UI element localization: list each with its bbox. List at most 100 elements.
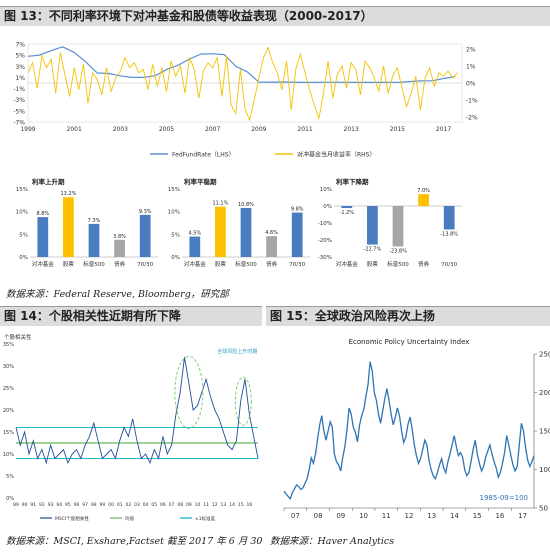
- left-tick-label: 3%: [15, 64, 25, 71]
- chart-title: Economic Policy Uncertainty Index: [349, 338, 470, 346]
- y-tick-label: -30%: [318, 255, 332, 261]
- bar: [114, 239, 125, 257]
- category-label: 对冲基金: [32, 260, 55, 268]
- bar: [443, 206, 455, 230]
- highlight-circle-2015: [234, 376, 252, 426]
- x-tick-label: 02: [125, 502, 131, 508]
- x-tick-label: 93: [48, 502, 54, 508]
- y-tick-label: 50: [539, 505, 548, 513]
- bar: [189, 236, 201, 257]
- category-label: 债券: [114, 260, 126, 268]
- x-tick-label: 09: [186, 502, 192, 508]
- x-tick-label: 00: [108, 502, 114, 508]
- x-tick-label: 99: [100, 502, 106, 508]
- y-tick-label: 10%: [16, 210, 28, 216]
- bar: [291, 212, 303, 257]
- y-tick-label: 30%: [3, 364, 14, 370]
- fig13-bar-panel-flat: 利率平稳期 15% 10% 5% 0% 4.5% 对冲基金 11.1% 股票 10.8% 标普500…: [160, 175, 320, 275]
- annotation-text: 1985-09=100: [480, 494, 528, 502]
- fig15-source: 数据来源：Haver Analytics: [270, 536, 395, 547]
- category-label: 债券: [266, 260, 278, 268]
- bar-value-label: 7.3%: [88, 218, 101, 224]
- y-tick-label: 25%: [3, 386, 14, 392]
- x-tick-label: 2011: [297, 126, 312, 133]
- x-tick-label: 12: [212, 502, 218, 508]
- bar: [215, 206, 226, 257]
- y-tick-label: 0%: [323, 204, 332, 210]
- category-label: 标普500: [387, 260, 409, 268]
- y-tick-label: 150: [539, 428, 550, 436]
- x-tick-label: 2017: [436, 126, 451, 133]
- x-tick-label: 14: [450, 512, 459, 520]
- y-tick-label: 100: [539, 466, 550, 474]
- bar-value-label: 3.8%: [113, 234, 126, 240]
- y-tick-label: 15%: [3, 430, 14, 436]
- category-label: 对冲基金: [336, 260, 359, 268]
- category-label: 70/30: [137, 262, 153, 268]
- x-tick-label: 2009: [251, 126, 266, 133]
- legend-label: FedFundRate（LHS）: [172, 152, 235, 159]
- y-tick-label: 20%: [3, 408, 14, 414]
- bar: [139, 214, 151, 257]
- y-tick-label: -10%: [318, 221, 332, 227]
- fig13-source: 数据来源：Federal Reserve, Bloomberg，研究部: [6, 289, 229, 300]
- category-label: 70/30: [441, 262, 457, 268]
- y-tick-label: 10%: [320, 187, 332, 193]
- legend-label: 均值: [125, 515, 134, 522]
- y-tick-label: 15%: [16, 187, 28, 193]
- x-tick-label: 13: [427, 512, 436, 520]
- legend-label: ±1标准差: [195, 515, 216, 522]
- x-tick-label: 96: [74, 502, 80, 508]
- x-tick-label: 1999: [20, 126, 35, 133]
- y-tick-label: 250: [539, 351, 550, 359]
- series-line: [27, 46, 458, 122]
- fig13-title: 图 13：不同利率环境下对冲基金和股债等收益表现（2000-2017）: [0, 6, 550, 26]
- x-tick-label: 04: [143, 502, 149, 508]
- bar-value-label: 10.8%: [238, 202, 254, 208]
- y-tick-label: 10%: [3, 452, 14, 458]
- y-tick-label: 35%: [3, 342, 14, 348]
- x-tick-label: 92: [39, 502, 45, 508]
- x-tick-label: 98: [91, 502, 97, 508]
- category-label: 债券: [418, 260, 430, 268]
- category-label: 70/30: [289, 262, 305, 268]
- x-tick-label: 08: [314, 512, 323, 520]
- series-line: [27, 46, 456, 84]
- category-label: 标普500: [83, 260, 105, 268]
- category-label: 股票: [63, 261, 75, 268]
- bar: [418, 194, 429, 206]
- bar: [341, 206, 353, 209]
- category-label: 标普500: [235, 260, 257, 268]
- y-tick-label: -20%: [318, 238, 332, 244]
- x-tick-label: 01: [117, 502, 123, 508]
- x-tick-label: 10: [359, 512, 368, 520]
- x-tick-label: 2001: [67, 126, 82, 133]
- y-tick-label: 5%: [171, 232, 180, 238]
- fig13-bar-panel-rising: 利率上升期 15% 10% 5% 0% 8.8% 对冲基金 13.2% 股票 7.3% 标普500 3…: [8, 175, 168, 275]
- bar: [63, 197, 74, 257]
- right-tick-label: 1%: [466, 64, 476, 71]
- fig14-source: 数据来源：MSCI, Exshare,Factset 截至 2017 年 6 月…: [6, 536, 263, 547]
- fig13-line-chart: 7% 5% 3% 1% -1% -3% -5% -7% 2% 1% 0% -1% -2% 1999 2001…: [13, 42, 478, 159]
- bar-value-label: 7.0%: [417, 188, 430, 194]
- x-tick-label: 2015: [390, 126, 405, 133]
- right-tick-label: 2%: [466, 47, 476, 54]
- fig15-epu-chart: Economic Policy Uncertainty Index 250 200 1…: [283, 338, 550, 520]
- bar-value-label: -23.8%: [389, 248, 407, 254]
- chart-title: 个股相关性: [4, 333, 32, 341]
- x-tick-label: 97: [82, 502, 88, 508]
- highlight-circle-2008: [174, 355, 204, 429]
- x-tick-label: 03: [134, 502, 140, 508]
- y-tick-label: 0%: [6, 496, 14, 502]
- y-tick-label: 5%: [6, 474, 14, 480]
- fig13-bar-panel-falling: 利率下降期 10% 0% -10% -20% -30% -1.2% 对冲基金 -22.7% 股票 -…: [312, 175, 472, 275]
- bar: [266, 236, 277, 257]
- x-tick-label: 11: [382, 512, 391, 520]
- x-tick-label: 17: [518, 512, 527, 520]
- bar: [88, 223, 100, 257]
- bar: [392, 206, 404, 247]
- legend-label: MSCI个股相关性: [55, 515, 89, 522]
- right-tick-label: 0%: [466, 81, 476, 88]
- bar-chart-flat: 利率平稳期 15% 10% 5% 0% 4.5% 对冲基金 11.1% 股票 10.8% 标普500…: [168, 177, 310, 268]
